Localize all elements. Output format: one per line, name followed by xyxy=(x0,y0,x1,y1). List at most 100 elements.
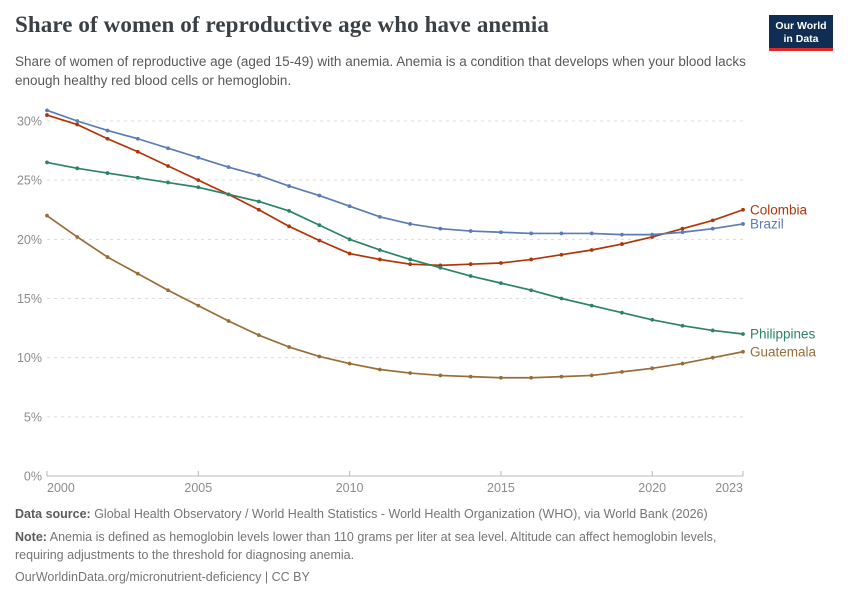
line-chart-canvas: 0% 5% 10% 15% 20% 25% 30% 2000 2005 2010 2015 2020 2… xyxy=(17,108,817,495)
series-point-philippines xyxy=(438,265,443,270)
series-point-philippines xyxy=(559,296,564,301)
y-axis-label: 0% xyxy=(24,470,42,484)
footer-url-link[interactable]: OurWorldinData.org/micronutrient-deficie… xyxy=(15,570,262,585)
series-point-brazil xyxy=(75,119,80,123)
series-point-colombia xyxy=(710,218,715,223)
series-point-colombia xyxy=(135,149,140,154)
y-axis-label: 15% xyxy=(17,292,42,306)
series-point-brazil xyxy=(377,214,382,219)
series-point-philippines xyxy=(256,199,261,204)
series-point-colombia xyxy=(529,257,534,262)
series-point-philippines xyxy=(196,185,201,190)
series-point-guatemala xyxy=(135,271,140,276)
series-point-philippines xyxy=(377,248,382,252)
chart-footer: Data source: Global Health Observatory /… xyxy=(15,506,757,592)
y-axis-label: 25% xyxy=(17,174,42,188)
owid-logo-line2: in Data xyxy=(783,32,819,45)
series-point-guatemala xyxy=(347,361,352,366)
y-axis-label: 5% xyxy=(24,410,42,424)
series-point-colombia xyxy=(559,252,564,257)
series-point-brazil xyxy=(680,230,685,235)
series-point-guatemala xyxy=(166,288,170,293)
series-point-guatemala xyxy=(196,303,201,308)
data-source-line: Data source: Global Health Observatory /… xyxy=(15,506,757,524)
data-source-text: Global Health Observatory / World Health… xyxy=(90,507,708,521)
series-point-colombia xyxy=(196,178,201,183)
owid-logo-line1: Our World xyxy=(775,20,827,32)
series-line-colombia[interactable] xyxy=(46,114,744,267)
y-axis-label: 20% xyxy=(17,233,42,247)
series-line-brazil[interactable] xyxy=(46,109,744,236)
series-point-philippines xyxy=(347,237,352,242)
series-point-philippines xyxy=(741,332,745,336)
series-label-colombia[interactable]: Colombia xyxy=(750,202,808,217)
series-point-brazil xyxy=(468,229,473,233)
series-point-philippines xyxy=(408,257,413,262)
series-point-brazil xyxy=(105,128,110,133)
series-point-brazil xyxy=(347,204,352,209)
chart-subtitle: Share of women of reproductive age (aged… xyxy=(15,54,746,88)
series-point-philippines xyxy=(135,175,140,180)
x-axis-label: 2010 xyxy=(336,481,364,495)
series-point-philippines xyxy=(166,180,170,185)
series-line-guatemala[interactable] xyxy=(46,214,744,379)
series-point-brazil xyxy=(650,232,655,237)
series-point-philippines xyxy=(499,281,503,286)
series-point-philippines xyxy=(75,166,80,171)
series-point-guatemala xyxy=(680,361,685,366)
series-point-colombia xyxy=(166,164,170,168)
series-point-philippines xyxy=(620,310,624,315)
series-line-philippines[interactable] xyxy=(46,161,744,335)
series-point-guatemala xyxy=(75,235,80,239)
series-point-brazil xyxy=(226,165,231,170)
series-point-colombia xyxy=(347,251,352,256)
x-axis-label: 2015 xyxy=(487,481,515,495)
series-point-philippines xyxy=(317,223,322,228)
series-point-guatemala xyxy=(438,373,443,378)
series-label-guatemala[interactable]: Guatemala xyxy=(750,344,817,359)
note-text: Anemia is defined as hemoglobin levels l… xyxy=(15,529,717,562)
series-point-brazil xyxy=(166,146,170,151)
note-line: Note: Anemia is defined as hemoglobin le… xyxy=(15,529,757,565)
series-point-colombia xyxy=(468,262,473,267)
series-point-guatemala xyxy=(741,349,745,354)
series-point-guatemala xyxy=(529,375,534,380)
series-point-brazil xyxy=(287,184,291,188)
series-point-brazil xyxy=(135,136,140,141)
series-point-guatemala xyxy=(287,345,291,349)
series-point-colombia xyxy=(377,257,382,262)
series-label-philippines[interactable]: Philippines xyxy=(750,327,816,342)
series-point-colombia xyxy=(105,136,110,141)
owid-logo[interactable]: Our World in Data xyxy=(769,15,833,52)
series-point-guatemala xyxy=(226,319,231,323)
series-point-colombia xyxy=(499,261,503,265)
series-point-philippines xyxy=(287,209,291,213)
footer-separator: | xyxy=(261,570,272,585)
license-link[interactable]: CC BY xyxy=(271,570,310,585)
series-point-philippines xyxy=(45,160,49,165)
series-point-brazil xyxy=(317,193,322,198)
series-point-colombia xyxy=(287,224,291,229)
series-point-brazil xyxy=(589,231,594,236)
series-point-guatemala xyxy=(45,213,49,218)
series-point-philippines xyxy=(105,171,110,175)
series-label-brazil[interactable]: Brazil xyxy=(750,216,784,231)
series-point-philippines xyxy=(650,317,655,322)
series-point-colombia xyxy=(741,207,745,212)
series-point-philippines xyxy=(226,192,231,197)
series-point-guatemala xyxy=(105,255,110,259)
x-axis-label: 2023 xyxy=(715,481,743,495)
series-point-colombia xyxy=(45,113,49,117)
y-axis-label: 10% xyxy=(17,351,42,365)
series-point-colombia xyxy=(589,248,594,252)
series-point-guatemala xyxy=(710,355,715,360)
x-axis-label: 2000 xyxy=(47,481,75,495)
series-point-guatemala xyxy=(256,333,261,338)
series-point-colombia xyxy=(75,122,80,127)
series-point-colombia xyxy=(317,238,322,243)
x-axis-label: 2005 xyxy=(184,481,212,495)
series-point-philippines xyxy=(710,328,715,333)
x-axis-label: 2020 xyxy=(638,481,666,495)
series-point-colombia xyxy=(256,207,261,212)
